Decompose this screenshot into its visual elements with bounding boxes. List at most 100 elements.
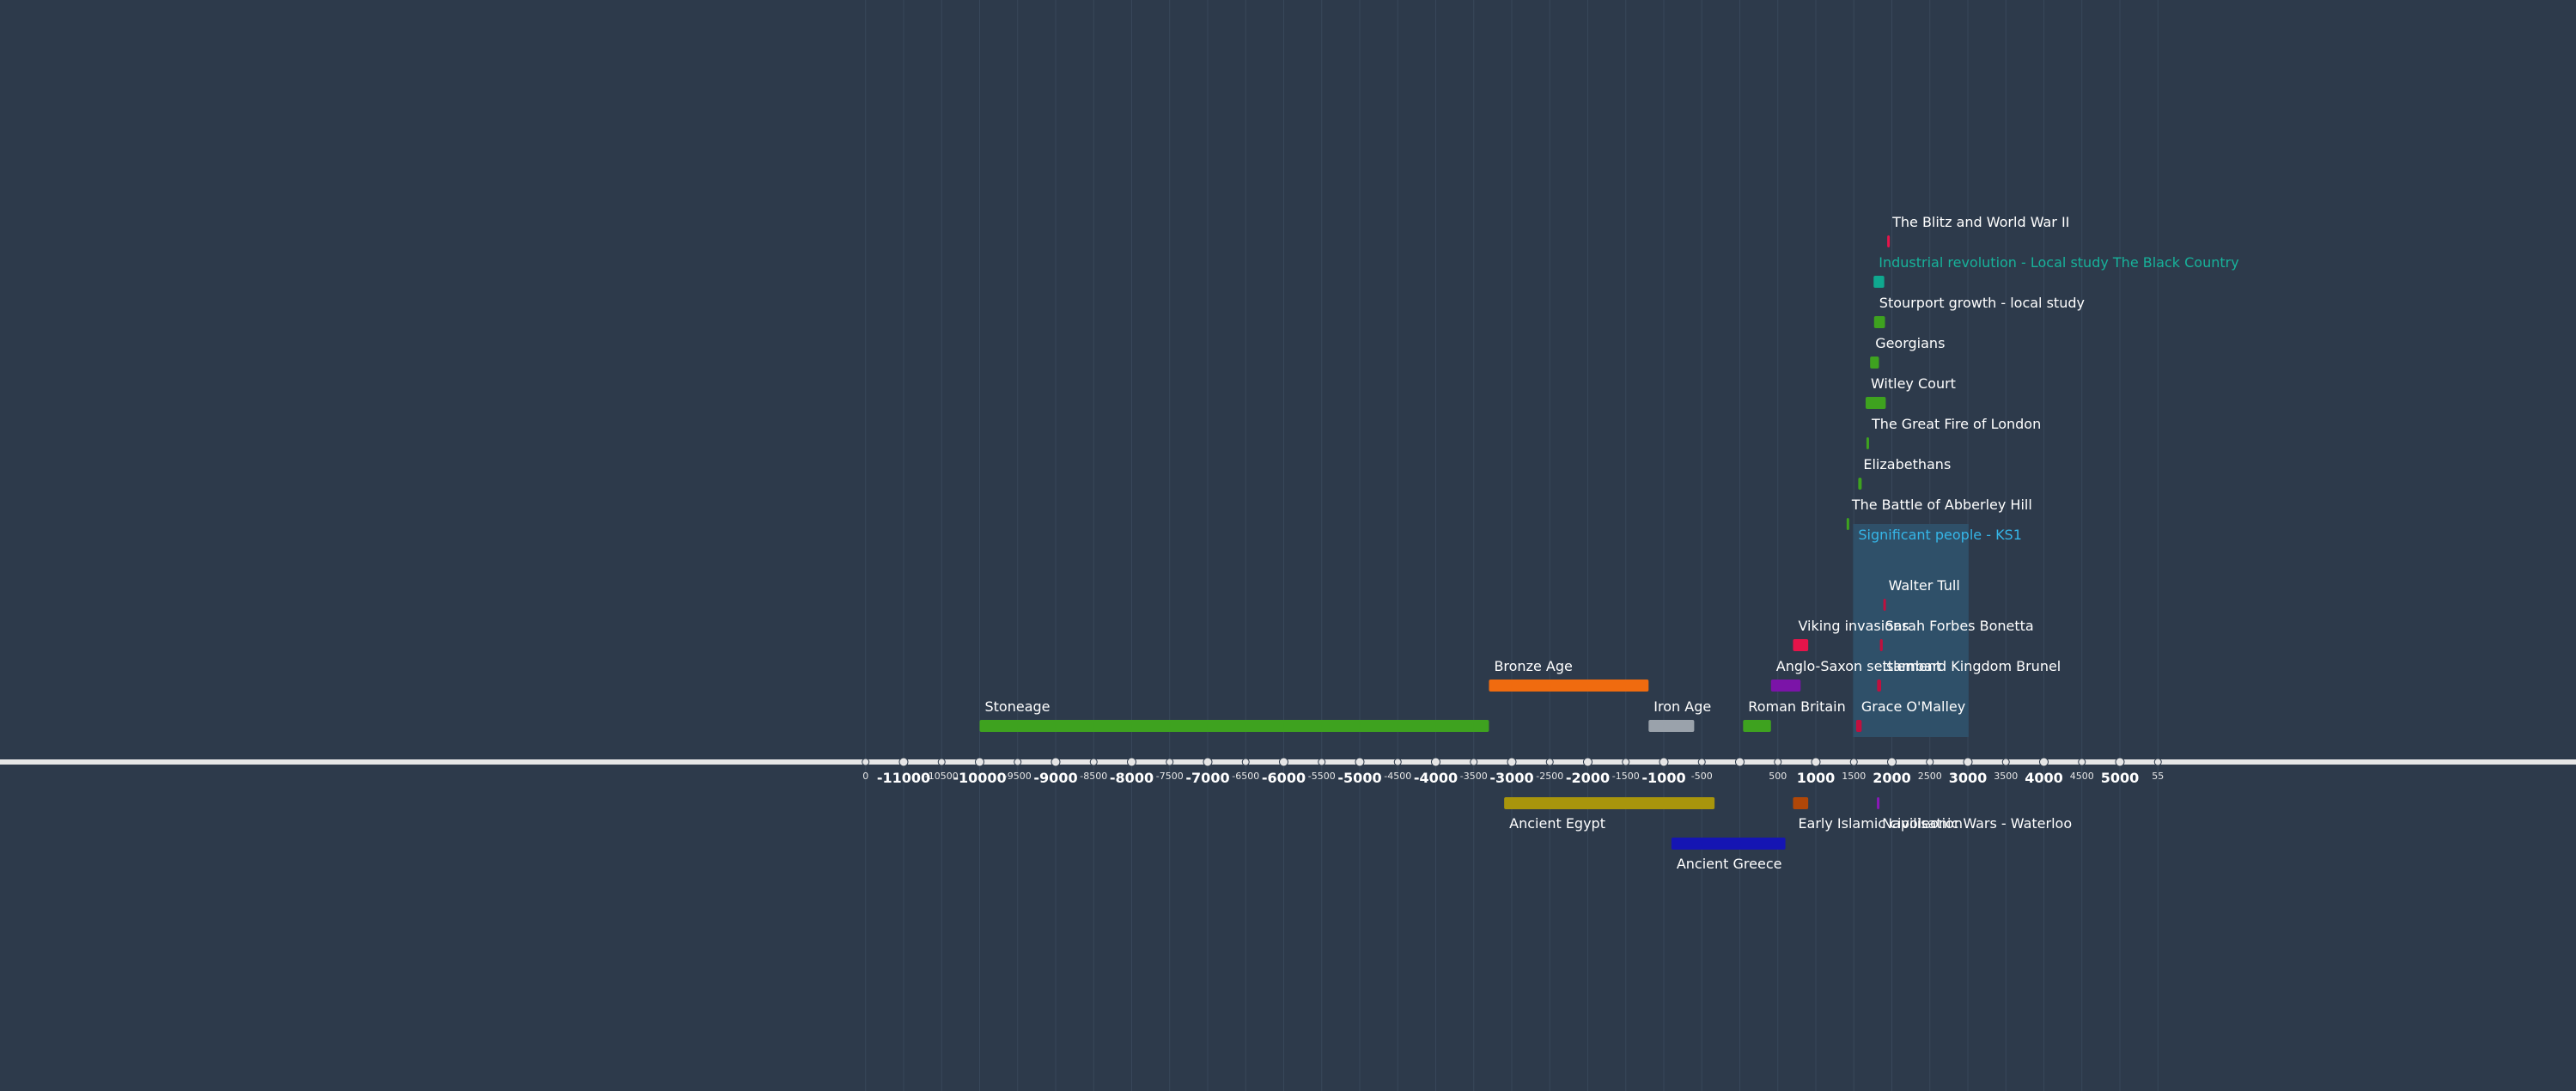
axis-tick-label-minor: 55 <box>2152 771 2164 782</box>
event-bar-the-blitz-and-world-war-ii <box>1887 235 1891 247</box>
axis-tick-label: -9000 <box>1033 770 1077 786</box>
axis-tick-minor <box>1014 758 1022 766</box>
axis-tick-label: -7000 <box>1185 770 1229 786</box>
axis-tick-label-minor: -10500 <box>925 771 959 782</box>
axis-tick-minor <box>1697 758 1706 766</box>
event-bar-isambard-kingdom-brunel <box>1877 680 1882 692</box>
axis-tick-label: -2000 <box>1566 770 1610 786</box>
axis-tick-label: -5000 <box>1337 770 1381 786</box>
axis-tick-minor <box>2153 758 2162 766</box>
event-label-georgians: Georgians <box>1875 335 1945 351</box>
event-bar-stoneage <box>979 720 1489 732</box>
axis-tick-label: 2000 <box>1873 770 1911 786</box>
event-bar-sarah-forbes-bonetta <box>1879 639 1883 651</box>
axis-tick-label-minor: -500 <box>1691 771 1713 782</box>
axis-tick-label: -10000 <box>953 770 1006 786</box>
event-bar-napoleonic-wars-waterloo <box>1877 797 1880 809</box>
event-label-the-great-fire-of-london: The Great Fire of London <box>1871 416 2041 432</box>
event-label-elizabethans: Elizabethans <box>1863 456 1951 472</box>
event-bar-walter-tull <box>1883 599 1886 611</box>
group-layer: Significant people - KS1 Grace O'Malley Is… <box>1853 524 2061 737</box>
axis-tick-minor <box>1470 758 1478 766</box>
axis-tick-major <box>1583 757 1592 767</box>
events-above-axis: Stoneage Bronze Age Iron Age Roman Britain A… <box>979 214 2239 732</box>
axis-tick-major <box>1963 757 1973 767</box>
axis-tick-minor <box>1622 758 1630 766</box>
axis-tick-label: 4000 <box>2025 770 2063 786</box>
time-axis: -11000 -10000 -9000 -8000 -7000 -6000 -5000 -40… <box>0 757 2576 786</box>
event-bar-stourport-growth-local-study <box>1873 316 1885 328</box>
event-bar-elizabethans <box>1858 478 1862 490</box>
event-bar-ancient-egypt <box>1504 797 1715 809</box>
axis-tick-label: -11000 <box>877 770 930 786</box>
axis-tick-label-minor: -1500 <box>1612 771 1640 782</box>
event-bar-viking-invasions <box>1793 639 1809 651</box>
axis-tick-minor <box>1318 758 1326 766</box>
axis-tick-major <box>1431 757 1440 767</box>
event-label-iron-age: Iron Age <box>1653 698 1711 715</box>
event-label-ancient-egypt: Ancient Egypt <box>1509 815 1605 832</box>
axis-tick-label: -8000 <box>1110 770 1154 786</box>
axis-tick-minor <box>1089 758 1098 766</box>
axis-tick-label: 5000 <box>2101 770 2140 786</box>
event-label-stoneage: Stoneage <box>985 698 1050 715</box>
event-bar-the-great-fire-of-london <box>1866 437 1869 449</box>
event-label-stourport-growth-local-study: Stourport growth - local study <box>1879 295 2085 311</box>
event-label-the-battle-of-abberley-hill: The Battle of Abberley Hill <box>1851 497 2032 513</box>
axis-tick-major <box>1507 757 1517 767</box>
axis-tick-label: -4000 <box>1414 770 1458 786</box>
event-label-grace-o-malley: Grace O'Malley <box>1861 698 1965 715</box>
axis-tick-label-minor: -2500 <box>1536 771 1563 782</box>
axis-tick-major <box>898 757 909 767</box>
axis-tick-label-minor: -5500 <box>1308 771 1336 782</box>
axis-tick-minor <box>937 758 946 766</box>
event-label-industrial-revolution-local-study-the-black-country: Industrial revolution - Local study The … <box>1879 254 2238 271</box>
axis-tick-minor <box>1849 758 1858 766</box>
group-box <box>1853 524 1969 737</box>
axis-tick-label-minor: 500 <box>1769 771 1787 782</box>
axis-tick-major <box>1811 757 1821 767</box>
axis-tick-major <box>1203 757 1213 767</box>
axis-tick-label-minor: -7500 <box>1156 771 1184 782</box>
event-label-viking-invasions: Viking invasions <box>1798 618 1909 634</box>
event-bar-roman-britain <box>1743 720 1771 732</box>
axis-tick-minor <box>2078 758 2086 766</box>
event-label-ancient-greece: Ancient Greece <box>1677 856 1782 872</box>
axis-tick-label-minor: -6500 <box>1232 771 1259 782</box>
axis-tick-label-minor: 0 <box>862 771 868 782</box>
axis-tick-major <box>975 757 984 767</box>
event-label-roman-britain: Roman Britain <box>1748 698 1845 715</box>
event-bar-ancient-greece <box>1671 838 1786 850</box>
event-label-the-blitz-and-world-war-ii: The Blitz and World War II <box>1891 214 2069 230</box>
event-label-early-islamic-civilisation: Early Islamic civilisation <box>1798 815 1963 832</box>
axis-tick-minor <box>1393 758 1402 766</box>
group-title: Significant people - KS1 <box>1858 527 2022 543</box>
axis-tick-major <box>1127 757 1136 767</box>
axis-tick-label-minor: -8500 <box>1080 771 1107 782</box>
axis-tick-label: 3000 <box>1949 770 1988 786</box>
event-bar-iron-age <box>1648 720 1695 732</box>
event-label-sarah-forbes-bonetta: Sarah Forbes Bonetta <box>1885 618 2034 634</box>
event-bar-witley-court <box>1865 397 1886 409</box>
event-label-bronze-age: Bronze Age <box>1494 658 1572 674</box>
axis-tick-label: -1000 <box>1641 770 1685 786</box>
axis-tick-major <box>1355 757 1365 767</box>
event-bar-georgians <box>1870 357 1879 369</box>
axis-tick-label: -6000 <box>1262 770 1306 786</box>
axis-tick-minor <box>1241 758 1250 766</box>
event-label-napoleonic-wars-waterloo: Napoleonic Wars - Waterloo <box>1882 815 2072 832</box>
axis-tick-minor <box>1774 758 1782 766</box>
axis-tick-minor <box>1166 758 1174 766</box>
axis-tick-label-minor: -4500 <box>1384 771 1411 782</box>
axis-tick-label: -3000 <box>1489 770 1533 786</box>
event-bar-early-islamic-civilisation <box>1793 797 1809 809</box>
axis-tick-label-minor: 2500 <box>1918 771 1942 782</box>
axis-tick-label-minor: 3500 <box>1994 771 2018 782</box>
axis-tick-label: 1000 <box>1797 770 1836 786</box>
axis-tick-label-minor: 4500 <box>2070 771 2094 782</box>
axis-tick-major <box>1050 757 1061 767</box>
axis-tick-minor <box>1545 758 1554 766</box>
axis-tick-major <box>1279 757 1288 767</box>
